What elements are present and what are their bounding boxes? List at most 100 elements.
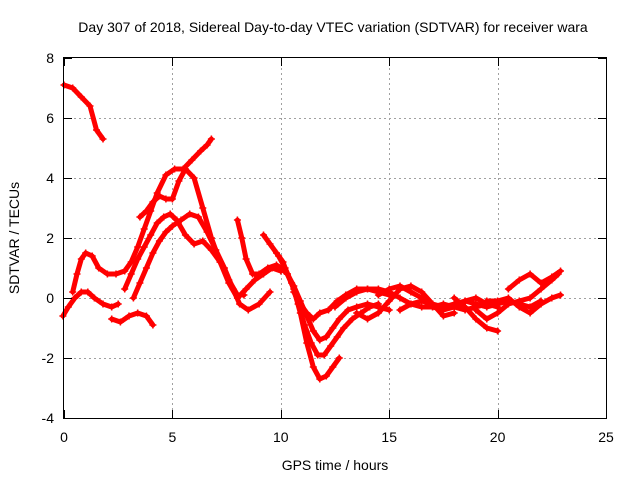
- data-point-marker: [116, 318, 124, 326]
- data-point-marker: [142, 264, 150, 272]
- data-point-marker: [225, 276, 233, 284]
- data-point-marker: [494, 309, 502, 317]
- series-arc1: [60, 81, 107, 143]
- x-tick-label: 20: [490, 429, 506, 445]
- data-point-marker: [188, 156, 196, 164]
- x-tick-labels: 0 5 10 15 20 25: [60, 429, 614, 445]
- data-point-marker: [537, 300, 545, 308]
- data-point-marker: [242, 255, 250, 263]
- data-point-marker: [461, 297, 469, 305]
- data-point-marker: [134, 309, 142, 317]
- data-point-marker: [301, 321, 309, 329]
- data-point-marker: [255, 270, 263, 278]
- data-point-marker: [136, 279, 144, 287]
- axis-ticks: [64, 58, 607, 419]
- data-point-marker: [335, 354, 343, 362]
- data-point-marker: [277, 264, 285, 272]
- data-point-marker: [316, 375, 324, 383]
- y-tick-label: 8: [46, 50, 54, 66]
- data-point-marker: [203, 141, 211, 149]
- data-point-marker: [194, 213, 202, 221]
- data-point-marker: [309, 363, 317, 371]
- series-line: [60, 289, 121, 319]
- data-point-marker: [439, 303, 447, 311]
- data-point-marker: [127, 270, 135, 278]
- data-point-marker: [483, 297, 491, 305]
- data-point-marker: [303, 309, 311, 317]
- data-point-marker: [59, 312, 67, 320]
- data-point-marker: [129, 294, 137, 302]
- data-point-marker: [134, 255, 142, 263]
- y-tick-label: 6: [46, 110, 54, 126]
- data-point-marker: [461, 303, 469, 311]
- data-point-marker: [136, 213, 144, 221]
- data-point-marker: [483, 324, 491, 332]
- data-point-marker: [190, 240, 198, 248]
- series-arc8: [233, 216, 285, 278]
- data-point-marker: [329, 363, 337, 371]
- data-point-marker: [140, 243, 148, 251]
- data-point-marker: [537, 279, 545, 287]
- y-tick-label: -2: [42, 350, 55, 366]
- data-point-marker: [418, 288, 426, 296]
- data-point-marker: [273, 261, 280, 269]
- data-point-marker: [162, 171, 170, 179]
- data-point-marker: [181, 231, 189, 239]
- data-point-marker: [88, 252, 96, 260]
- data-point-marker: [526, 270, 534, 278]
- data-point-marker: [86, 102, 94, 110]
- data-point-marker: [515, 297, 523, 305]
- data-point-marker: [342, 294, 350, 302]
- data-point-marker: [125, 312, 133, 320]
- data-point-marker: [242, 285, 250, 293]
- data-point-marker: [77, 93, 85, 101]
- data-point-marker: [450, 300, 458, 308]
- data-point-marker: [548, 273, 556, 281]
- data-point-marker: [548, 294, 556, 302]
- data-point-marker: [483, 315, 491, 323]
- data-point-marker: [329, 324, 337, 332]
- data-point-marker: [77, 288, 85, 296]
- data-point-marker: [472, 315, 480, 323]
- data-point-marker: [396, 282, 404, 290]
- data-point-marker: [155, 192, 163, 200]
- data-point-marker: [162, 228, 170, 236]
- data-point-marker: [207, 234, 215, 242]
- y-tick-label: 0: [46, 290, 54, 306]
- data-point-marker: [483, 303, 491, 311]
- data-point-marker: [418, 297, 426, 305]
- data-point-marker: [335, 315, 343, 323]
- data-point-marker: [364, 315, 371, 323]
- data-point-marker: [385, 306, 393, 314]
- data-point-marker: [238, 234, 246, 242]
- data-point-marker: [429, 300, 437, 308]
- data-point-marker: [364, 300, 371, 308]
- data-point-marker: [207, 135, 215, 143]
- data-point-marker: [199, 237, 207, 245]
- data-point-marker: [526, 309, 534, 317]
- data-point-marker: [95, 264, 103, 272]
- y-tick-label: 4: [46, 170, 54, 186]
- data-point-marker: [320, 351, 328, 359]
- data-point-marker: [314, 351, 322, 359]
- data-point-marker: [199, 204, 207, 212]
- data-point-marker: [396, 306, 404, 314]
- data-point-marker: [307, 339, 315, 347]
- data-point-marker: [353, 303, 361, 311]
- data-point-marker: [127, 258, 135, 266]
- data-point-marker: [472, 306, 480, 314]
- data-point-marker: [316, 336, 324, 344]
- data-point-marker: [168, 195, 176, 203]
- data-point-marker: [147, 231, 155, 239]
- data-point-marker: [374, 285, 382, 293]
- data-point-marker: [557, 267, 564, 275]
- series-arc15: [374, 282, 502, 314]
- data-point-marker: [385, 285, 393, 293]
- data-point-marker: [69, 84, 77, 92]
- data-point-marker: [236, 300, 244, 308]
- data-point-marker: [69, 288, 77, 296]
- data-point-marker: [407, 282, 415, 290]
- data-point-marker: [142, 312, 150, 320]
- data-point-marker: [374, 309, 382, 317]
- data-point-marker: [160, 213, 168, 221]
